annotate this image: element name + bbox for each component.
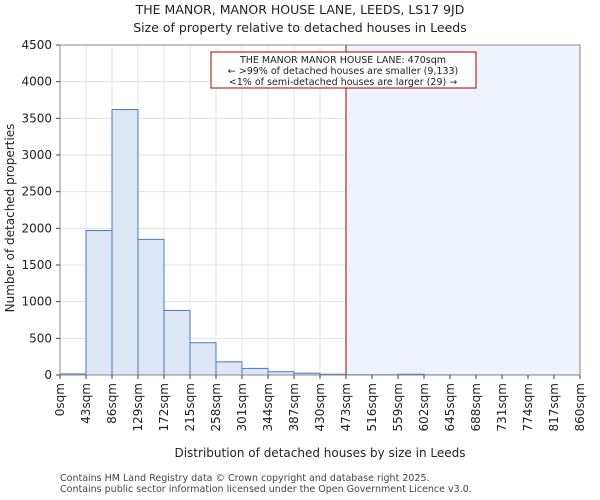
annotation-frame	[210, 51, 477, 89]
y-tick-label: 4500	[21, 38, 52, 52]
chart-title: THE MANOR, MANOR HOUSE LANE, LEEDS, LS17…	[135, 2, 465, 17]
x-tick-label: 559sqm	[391, 383, 405, 431]
annotation-box: THE MANOR MANOR HOUSE LANE: 470sqm ← >99…	[210, 51, 477, 89]
y-tick-label: 1500	[21, 258, 52, 272]
x-tick-label: 86sqm	[105, 383, 119, 424]
y-axis-label: Number of detached properties	[3, 124, 17, 313]
x-tick-label: 215sqm	[183, 383, 197, 431]
x-tick-label: 0sqm	[53, 383, 67, 416]
x-tick-label: 516sqm	[365, 383, 379, 431]
histogram-bars	[59, 109, 581, 376]
annotation-line-2: ← >99% of detached houses are smaller (9…	[228, 66, 459, 77]
x-tick-label: 344sqm	[261, 383, 275, 431]
y-tick-label: 4000	[21, 75, 52, 89]
x-tick-label: 774sqm	[521, 383, 535, 431]
y-tick-label: 500	[29, 331, 52, 345]
x-tick-label: 731sqm	[495, 383, 509, 431]
footer-copyright: Contains HM Land Registry data © Crown c…	[60, 473, 430, 484]
x-axis-ticks: 0sqm 43sqm 86sqm 129sqm 172sqm 215sqm 258sqm 30…	[53, 375, 587, 431]
x-tick-label: 602sqm	[417, 383, 431, 431]
x-tick-label: 43sqm	[79, 383, 93, 424]
x-tick-label: 172sqm	[157, 383, 171, 431]
x-tick-label: 817sqm	[547, 383, 561, 431]
y-tick-label: 0	[44, 368, 52, 382]
annotation-line-3: <1% of semi-detached houses are larger (…	[229, 77, 457, 88]
y-tick-label: 3000	[21, 148, 52, 162]
x-tick-label: 860sqm	[573, 383, 587, 431]
bar-43sqm	[85, 230, 113, 376]
bar-129sqm	[137, 238, 165, 376]
x-tick-label: 430sqm	[313, 383, 327, 431]
x-tick-label: 688sqm	[469, 383, 483, 431]
y-tick-label: 3500	[21, 111, 52, 125]
bar-301sqm	[241, 367, 269, 376]
x-tick-label: 645sqm	[443, 383, 457, 431]
bar-215sqm	[189, 342, 217, 376]
x-tick-label: 301sqm	[235, 383, 249, 431]
footer-licence: Contains public sector information licen…	[60, 484, 472, 495]
y-axis-ticks: 0 500 1000 1500 2000 2500 3000 3500 4000 4500	[21, 38, 60, 382]
y-tick-label: 1000	[21, 295, 52, 309]
x-tick-label: 473sqm	[339, 383, 353, 431]
x-axis-label: Distribution of detached houses by size …	[174, 446, 465, 460]
y-tick-label: 2000	[21, 221, 52, 235]
bar-258sqm	[215, 361, 243, 376]
annotation-line-1: THE MANOR MANOR HOUSE LANE: 470sqm	[239, 55, 446, 66]
bar-86sqm	[111, 109, 139, 376]
chart-subtitle: Size of property relative to detached ho…	[133, 20, 466, 35]
bar-172sqm	[163, 309, 191, 376]
larger-properties-region	[346, 45, 580, 375]
x-tick-label: 129sqm	[131, 383, 145, 431]
x-tick-label: 258sqm	[209, 383, 223, 431]
x-tick-label: 387sqm	[287, 383, 301, 431]
y-tick-label: 2500	[21, 185, 52, 199]
